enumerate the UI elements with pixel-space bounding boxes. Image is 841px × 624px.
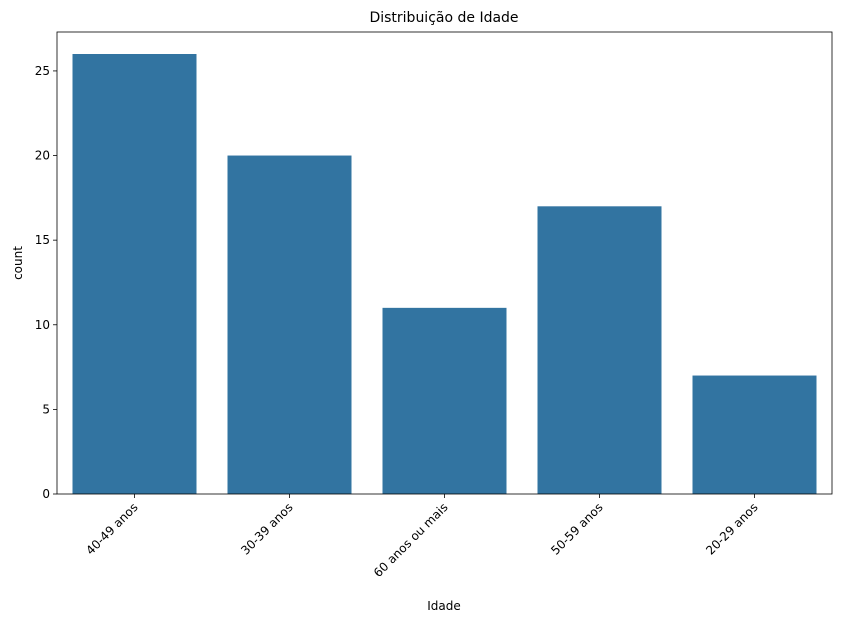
y-tick-label-2: 10 [35, 318, 50, 332]
bar-1 [227, 155, 352, 495]
y-tick-label-3: 15 [35, 233, 50, 247]
x-axis: 40-49 anos 30-39 anos 60 anos ou mais 50-59… [83, 494, 761, 580]
bar-4 [692, 375, 817, 494]
y-axis-label: count [11, 246, 25, 280]
bar-2 [382, 307, 507, 494]
y-tick-label-0: 0 [42, 487, 50, 501]
bar-3 [537, 206, 662, 495]
y-tick-label-4: 20 [35, 149, 50, 163]
chart-title: Distribuição de Idade [369, 10, 518, 26]
x-tick-label-2: 60 anos ou mais [371, 500, 451, 580]
x-tick-label-0: 40-49 anos [83, 500, 140, 557]
x-tick-label-4: 20-29 anos [703, 500, 760, 557]
x-tick-label-1: 30-39 anos [238, 500, 295, 557]
y-axis: 0 5 10 15 20 25 [35, 64, 57, 501]
bar-0 [72, 54, 197, 494]
y-tick-label-1: 5 [42, 402, 50, 416]
x-tick-label-3: 50-59 anos [548, 500, 605, 557]
y-tick-label-5: 25 [35, 64, 50, 78]
x-axis-label: Idade [427, 599, 461, 613]
bars-group [72, 54, 817, 495]
